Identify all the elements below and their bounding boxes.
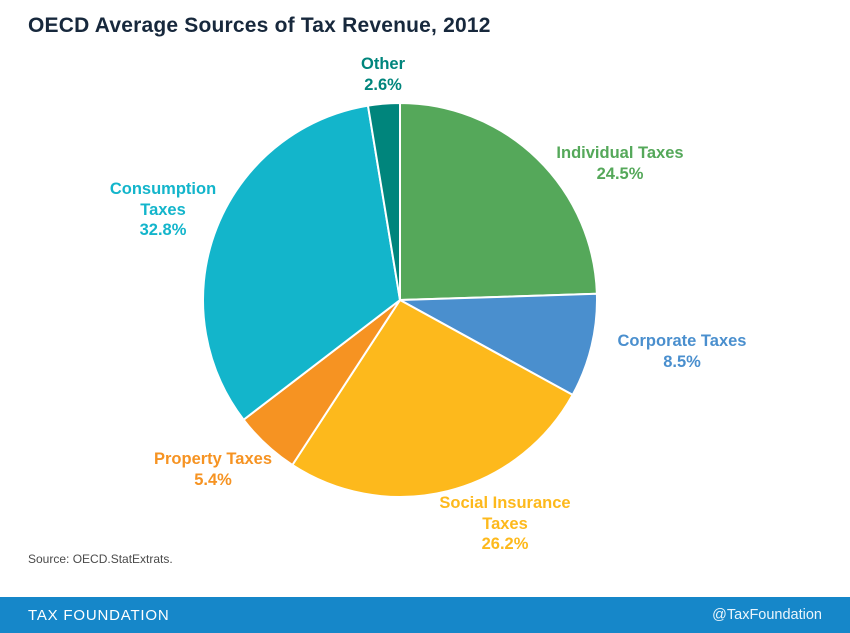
slice-label-percent: 26.2% [481, 535, 529, 554]
slice-label-consumption-taxes: Consumption Taxes 32.8% [98, 179, 228, 241]
pie-slice-corporate-taxes [399, 292, 598, 396]
slice-label-percent: 32.8% [139, 221, 187, 240]
slice-label-individual-taxes: Individual Taxes 24.5% [535, 143, 705, 184]
slice-label-text: Corporate Taxes [617, 332, 747, 350]
slice-label-percent: 5.4% [194, 470, 232, 489]
slice-label-corporate-taxes: Corporate Taxes 8.5% [597, 331, 767, 372]
slice-label-text: Consumption Taxes [109, 180, 217, 219]
source-note: Source: OECD.StatExtrats. [28, 552, 173, 566]
pie-chart [201, 101, 598, 498]
slice-label-text: Individual Taxes [556, 144, 684, 162]
slice-label-percent: 2.6% [364, 75, 402, 94]
slice-label-percent: 8.5% [663, 352, 701, 371]
slice-label-text: Social Insurance Taxes [439, 494, 571, 533]
pie-slice-social-insurance-taxes [291, 299, 574, 498]
pie-slice-consumption-taxes [201, 104, 401, 421]
pie-slice-other [366, 101, 401, 301]
slice-label-other: Other 2.6% [328, 54, 438, 95]
slice-label-property-taxes: Property Taxes 5.4% [133, 449, 293, 490]
chart-title: OECD Average Sources of Tax Revenue, 201… [28, 14, 491, 37]
footer-twitter-handle: @TaxFoundation [712, 607, 822, 623]
slice-label-text: Other [360, 55, 405, 73]
slice-label-percent: 24.5% [596, 164, 644, 183]
footer-bar: TAX FOUNDATION @TaxFoundation [0, 597, 850, 633]
footer-brand: TAX FOUNDATION [28, 606, 170, 624]
slice-label-text: Property Taxes [154, 450, 272, 468]
slice-label-social-insurance-taxes: Social Insurance Taxes 26.2% [424, 493, 586, 555]
pie-slice-individual-taxes [399, 102, 598, 301]
